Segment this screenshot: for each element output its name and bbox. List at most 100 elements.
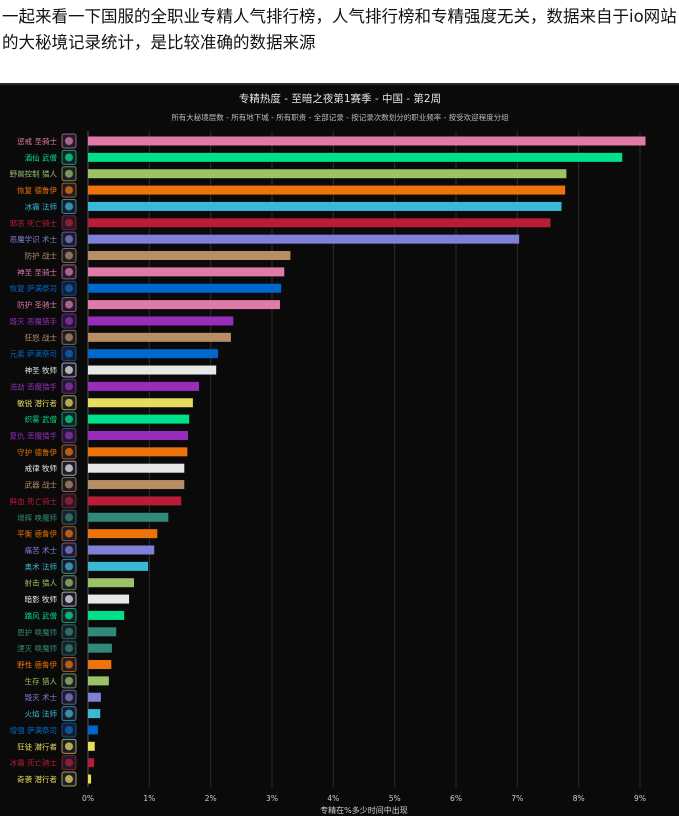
bar-label: 恢复 萨满祭司 [10,283,57,293]
x-tick-label: 1% [143,794,155,803]
bar-row: 神圣 牧师 [25,362,217,378]
bar [88,758,95,768]
bar-row: 敏锐 潜行者 [17,395,193,411]
bar-label: 野兽控制 猎人 [10,169,58,179]
spec-icon-glyph [65,676,73,685]
bar-row: 狂徒 潜行者 [17,738,95,754]
spec-icon-glyph [65,627,73,636]
spec-icon-glyph [65,169,73,178]
bar-label: 惩戒 圣骑士 [17,136,57,146]
bar-row: 毁灭 恶魔猎手 [10,313,234,329]
chart-subtitle: 所有大秘境层数 - 所有地下城 - 所有职责 - 全部记录 - 按记录次数划分的… [171,112,509,122]
bar-row: 邪恶 死亡骑士 [10,215,551,231]
bar-label: 织雾 武僧 [25,414,57,424]
spec-icon-glyph [65,480,73,489]
bar-row: 生存 猎人 [25,673,109,689]
bar [88,365,217,375]
bar [88,561,149,571]
spec-icon-glyph [65,202,73,211]
gridlines [87,131,641,787]
spec-icon-glyph [65,742,73,751]
bar-row: 踏风 武僧 [25,607,125,623]
spec-icon-glyph [65,382,73,391]
spec-icon-glyph [65,546,73,554]
bar [88,594,130,604]
bar-label: 冰霜 死亡骑士 [10,758,58,768]
spec-icon-glyph [65,758,73,767]
x-tick-label: 6% [450,794,462,803]
spec-popularity-chart: 专精热度 - 至暗之夜第1赛季 - 中国 - 第2周 所有大秘境层数 - 所有地… [0,83,679,816]
spec-icon-glyph [65,529,73,538]
bar [88,169,567,179]
bar [88,709,101,719]
bar [88,267,285,277]
bar-row: 平衡 德鲁伊 [17,526,158,542]
bar [88,136,646,146]
bar-label: 野性 德鲁伊 [17,660,57,670]
bar-label: 防护 战士 [25,251,58,261]
bar [88,660,112,670]
x-tick-label: 3% [266,794,278,803]
spec-icon-glyph [65,611,73,620]
bar [88,725,98,735]
spec-icon-glyph [65,725,73,734]
spec-icon-glyph [65,496,73,505]
bar [88,529,158,539]
bar-row: 奇袭 潜行者 [17,771,92,787]
bar-label: 平衡 德鲁伊 [17,529,57,539]
bar-row: 复仇 恶魔猎手 [10,427,188,443]
bar-row: 增强 萨满祭司 [10,722,98,738]
bar-row: 鲜血 死亡骑士 [10,493,182,509]
bar-row: 恢复 萨满祭司 [10,280,282,296]
bar-row: 狂怒 战士 [25,329,231,345]
x-tick-label: 5% [389,794,401,803]
spec-icon-glyph [65,513,73,522]
spec-icon-glyph [65,137,73,145]
spec-icon-glyph [65,595,73,604]
bar [88,381,200,391]
bar [88,251,291,261]
x-tick-label: 4% [327,794,339,803]
bar-row: 恶魔学识 术士 [10,231,520,247]
bar-row: 暗影 牧师 [25,591,130,607]
x-axis-label: 专精在%多少时间中出现 [320,805,408,815]
bar-row: 戒律 牧师 [25,460,185,476]
spec-icon-glyph [65,235,73,244]
bar [88,201,562,211]
bar-row: 恢复 德鲁伊 [17,182,566,198]
bar-label: 复仇 恶魔猎手 [10,430,58,440]
bar [88,643,112,653]
bar-row: 武器 战士 [25,477,185,493]
spec-icon-glyph [65,578,73,587]
bar [88,185,566,195]
spec-icon-glyph [65,284,73,293]
bar-row: 痛苦 术士 [25,542,155,558]
bar [88,349,219,359]
bar [88,692,101,702]
bar-row: 毁灭 术士 [25,689,101,705]
spec-icon-glyph [65,316,73,325]
bar-label: 防护 圣骑士 [17,300,57,310]
spec-icon-glyph [65,366,73,375]
bar [88,430,188,440]
bar-label: 冰霜 法师 [25,201,58,211]
bar-label: 戒律 牧师 [25,463,58,473]
x-tick-label: 0% [82,794,94,803]
bar-row: 守护 德鲁伊 [17,444,188,460]
spec-icon-glyph [65,300,73,309]
spec-icon-glyph [65,660,73,669]
bar-label: 湮灭 唤魔师 [17,643,57,653]
bar [88,414,190,424]
bar-label: 狂怒 战士 [25,332,58,342]
bar [88,774,92,784]
bar-label: 恶魔学识 术士 [10,234,58,244]
spec-icon-glyph [65,693,73,702]
bar [88,496,182,506]
chart-svg: 专精热度 - 至暗之夜第1赛季 - 中国 - 第2周 所有大秘境层数 - 所有地… [10,92,646,815]
bar-label: 神圣 圣骑士 [17,267,57,277]
spec-icon-glyph [65,267,73,276]
bar [88,300,280,310]
spec-icon-glyph [65,398,73,407]
bar-row: 恩护 唤魔师 [17,624,117,640]
